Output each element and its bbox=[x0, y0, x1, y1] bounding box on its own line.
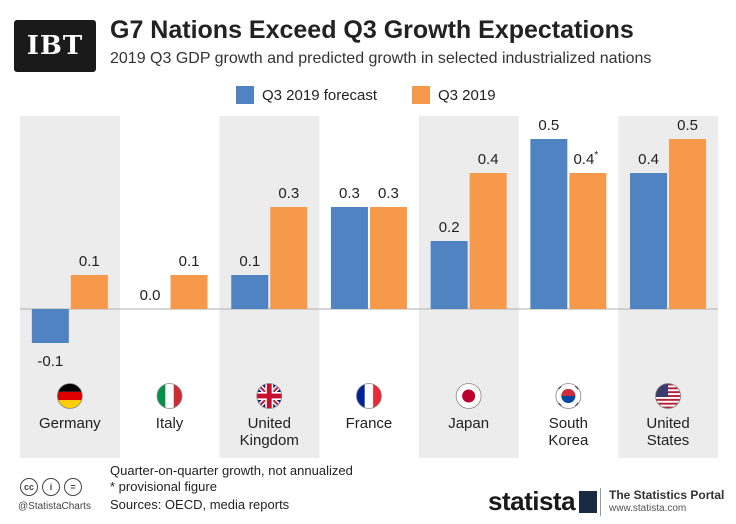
data-label-actual-5: 0.4* bbox=[573, 150, 598, 168]
ibt-logo: IBT bbox=[14, 20, 96, 72]
cc-icon: cc bbox=[20, 478, 38, 496]
italy-flag-icon bbox=[156, 383, 183, 409]
footnote-provisional: * provisional figure bbox=[110, 479, 217, 494]
data-label-actual-0: 0.1 bbox=[79, 253, 100, 270]
category-label-2-line-1: Kingdom bbox=[240, 432, 299, 449]
footnote-annualized: Quarter-on-quarter growth, not annualize… bbox=[110, 463, 353, 478]
attribution-icon: i bbox=[42, 478, 60, 496]
category-label-6-line-1: States bbox=[647, 432, 690, 449]
legend-item-forecast: Q3 2019 forecast bbox=[236, 86, 377, 104]
germany-flag-icon bbox=[56, 383, 83, 409]
data-label-forecast-5: 0.5 bbox=[538, 117, 559, 134]
category-label-6-line-0: United bbox=[646, 415, 689, 432]
bar-forecast-5 bbox=[530, 139, 568, 309]
bar-actual-4 bbox=[469, 173, 507, 309]
south-korea-flag-icon bbox=[555, 383, 582, 409]
data-label-forecast-2: 0.1 bbox=[239, 253, 260, 270]
uk-flag-icon bbox=[256, 383, 283, 409]
france-flag-icon bbox=[356, 383, 382, 409]
category-label-2-line-0: United bbox=[248, 415, 291, 432]
statista-handle: @StatistaCharts bbox=[18, 501, 91, 512]
no-derivatives-icon: = bbox=[64, 478, 82, 496]
bar-actual-1 bbox=[170, 275, 208, 309]
category-label-5-line-1: Korea bbox=[548, 432, 589, 449]
bar-forecast-0 bbox=[31, 309, 69, 343]
bar-forecast-4 bbox=[430, 241, 468, 309]
data-label-actual-2: 0.3 bbox=[278, 185, 299, 202]
category-label-5-line-0: South bbox=[549, 415, 588, 432]
statista-logo[interactable]: statista bbox=[488, 486, 598, 517]
statistics-portal-label: The Statistics Portal bbox=[609, 488, 725, 502]
japan-flag-icon bbox=[455, 383, 482, 409]
data-label-actual-4: 0.4 bbox=[478, 151, 499, 168]
statista-url[interactable]: www.statista.com bbox=[609, 503, 687, 514]
bar-actual-2 bbox=[270, 207, 308, 309]
legend-swatch-forecast bbox=[236, 86, 254, 104]
category-label-0-line-0: Germany bbox=[39, 415, 101, 432]
bar-forecast-6 bbox=[630, 173, 668, 309]
bar-forecast-2 bbox=[231, 275, 269, 309]
data-label-forecast-6: 0.4 bbox=[638, 151, 659, 168]
bar-actual-3 bbox=[369, 207, 407, 309]
legend-label-actual: Q3 2019 bbox=[438, 86, 496, 104]
legend-item-actual: Q3 2019 bbox=[412, 86, 496, 104]
data-label-forecast-0: -0.1 bbox=[37, 353, 63, 370]
data-label-forecast-1: 0.0 bbox=[140, 287, 161, 304]
sources: Sources: OECD, media reports bbox=[110, 497, 290, 512]
bar-chart: -0.10.1Germany0.00.1Italy0.10.3UnitedKin… bbox=[20, 116, 719, 458]
chart-subtitle: 2019 Q3 GDP growth and predicted growth … bbox=[110, 50, 652, 67]
legend-label-forecast: Q3 2019 forecast bbox=[262, 86, 378, 104]
bar-actual-6 bbox=[669, 139, 707, 309]
usa-flag-icon bbox=[655, 383, 681, 409]
statista-wordmark: statista bbox=[488, 486, 576, 516]
legend-swatch-actual bbox=[412, 86, 430, 104]
data-label-forecast-4: 0.2 bbox=[439, 219, 460, 236]
category-label-3-line-0: France bbox=[346, 415, 393, 432]
data-label-actual-3: 0.3 bbox=[378, 185, 399, 202]
license-icons: cc i = bbox=[20, 478, 82, 496]
footer-divider bbox=[600, 488, 601, 516]
data-label-actual-1: 0.1 bbox=[179, 253, 200, 270]
bar-actual-5 bbox=[569, 173, 607, 309]
legend: Q3 2019 forecast Q3 2019 bbox=[0, 86, 736, 106]
category-label-4-line-0: Japan bbox=[448, 415, 489, 432]
statista-mark-icon bbox=[579, 491, 598, 513]
category-label-1-line-0: Italy bbox=[156, 415, 184, 432]
bar-actual-0 bbox=[70, 275, 108, 309]
bar-forecast-3 bbox=[330, 207, 368, 309]
chart-title: G7 Nations Exceed Q3 Growth Expectations bbox=[110, 16, 634, 44]
data-label-forecast-3: 0.3 bbox=[339, 185, 360, 202]
data-label-actual-6: 0.5 bbox=[677, 117, 698, 134]
